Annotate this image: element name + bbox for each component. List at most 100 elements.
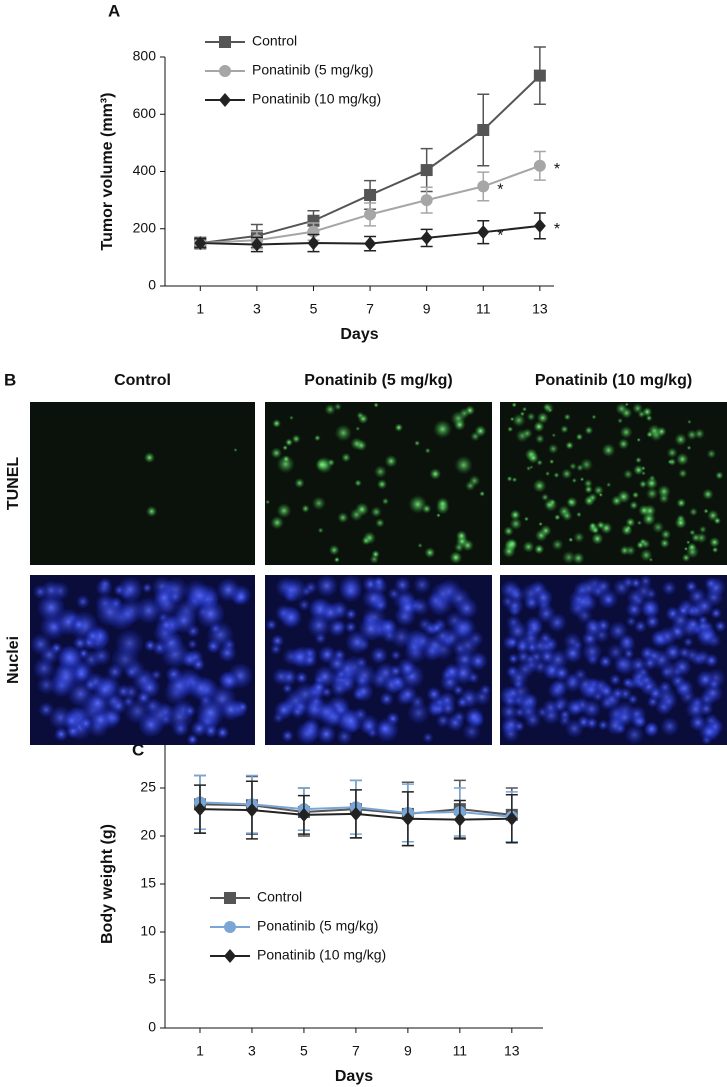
x-tick-label: 1 — [196, 301, 204, 317]
cell — [704, 653, 719, 668]
cell — [673, 658, 692, 676]
cell — [461, 539, 474, 552]
cell — [474, 425, 487, 438]
cell — [426, 591, 445, 610]
marker — [245, 803, 258, 818]
cell — [514, 706, 526, 718]
cell — [33, 657, 55, 680]
cell — [328, 654, 347, 673]
cell — [276, 503, 292, 519]
cell — [424, 547, 436, 559]
cell — [609, 674, 621, 686]
cell — [631, 491, 640, 499]
x-tick-label: 11 — [453, 1043, 468, 1059]
cell — [622, 677, 633, 688]
x-tick-label: 13 — [532, 301, 548, 317]
marker — [364, 208, 377, 221]
cell — [508, 653, 519, 664]
cell — [566, 496, 578, 509]
cell — [551, 538, 564, 551]
cell — [289, 415, 294, 421]
marker — [193, 802, 206, 817]
cell — [666, 447, 678, 459]
cell — [576, 511, 582, 518]
cell — [464, 707, 484, 727]
cell — [548, 613, 567, 632]
cell — [76, 594, 90, 609]
cell — [281, 729, 294, 742]
cell — [506, 475, 513, 482]
y-tick-label: 200 — [133, 219, 157, 235]
cell — [632, 402, 644, 414]
cell — [166, 673, 192, 699]
cell — [674, 433, 688, 446]
cell — [591, 532, 604, 545]
cell — [686, 699, 706, 719]
y-tick-label: 600 — [133, 105, 157, 121]
cell — [334, 424, 353, 442]
cell — [640, 597, 660, 617]
y-tick-label: 10 — [140, 923, 156, 939]
cell — [150, 669, 162, 681]
cell — [539, 524, 552, 537]
cell — [410, 694, 425, 710]
cell — [436, 713, 450, 728]
cell — [560, 425, 569, 434]
cell — [584, 618, 603, 638]
cell — [643, 656, 658, 670]
cell — [533, 544, 545, 555]
cell — [702, 488, 714, 500]
cell — [606, 482, 612, 488]
cell — [636, 520, 642, 526]
cell — [73, 666, 90, 682]
micrograph — [265, 402, 492, 565]
cell — [525, 465, 532, 472]
annotation: * — [554, 161, 560, 178]
marker — [505, 811, 518, 826]
cell — [125, 698, 150, 724]
cell — [479, 684, 491, 696]
cell — [284, 438, 294, 447]
cell — [613, 655, 632, 673]
x-tick-label: 1 — [196, 1043, 204, 1059]
cell — [545, 471, 551, 477]
cell — [384, 454, 398, 468]
cell — [276, 454, 295, 474]
x-axis-label: Days — [335, 1068, 373, 1085]
cell — [413, 576, 431, 594]
cell — [370, 506, 382, 518]
legend-label: Ponatinib (10 mg/kg) — [257, 947, 386, 963]
cell — [526, 412, 536, 422]
cell — [398, 598, 417, 618]
cell — [686, 540, 691, 545]
micrograph — [30, 575, 255, 745]
cell — [92, 646, 111, 666]
cell — [237, 701, 248, 713]
cell — [659, 538, 670, 549]
row-header: TUNEL — [5, 457, 22, 511]
cell — [356, 411, 365, 420]
cell — [538, 521, 543, 527]
cell — [314, 434, 321, 442]
cell — [37, 675, 56, 695]
cell — [645, 414, 653, 422]
cell — [453, 418, 466, 431]
cell — [635, 456, 642, 464]
cell — [217, 578, 240, 602]
cell — [401, 662, 415, 676]
cell — [220, 671, 239, 691]
cell — [563, 674, 582, 693]
cell — [527, 452, 540, 464]
cell — [698, 525, 707, 534]
cell — [453, 710, 466, 724]
cell — [316, 575, 338, 597]
cell — [265, 619, 278, 631]
cell — [422, 732, 434, 743]
cell — [511, 402, 517, 408]
cell — [689, 714, 707, 731]
cell — [621, 524, 633, 536]
cell — [507, 538, 518, 549]
marker — [477, 225, 490, 240]
cell — [424, 447, 431, 454]
cell — [601, 443, 616, 458]
